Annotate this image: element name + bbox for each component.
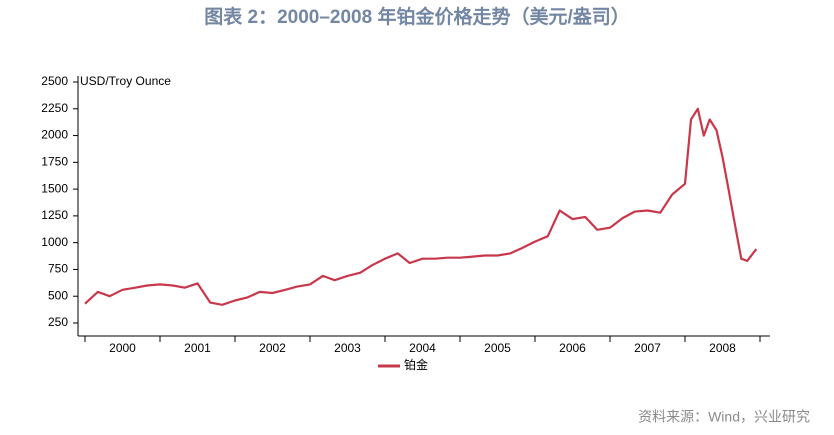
line-series: [84, 107, 758, 306]
y-tick-label: 750: [48, 262, 68, 276]
y-axis-label: USD/Troy Ounce: [80, 74, 171, 88]
x-tick-label: 2002: [259, 341, 286, 355]
x-tick-label: 2004: [409, 341, 436, 355]
chart-title: 图表 2：2000–2008 年铂金价格走势（美元/盎司）: [204, 5, 630, 28]
x-tick-label: 2006: [559, 341, 586, 355]
y-tick-label: 1500: [41, 181, 68, 195]
source: 资料来源：Wind，兴业研究: [638, 409, 810, 425]
x-tick-label: 2005: [484, 341, 511, 355]
x-tick-label: 2001: [184, 341, 211, 355]
y-tick-label: 2500: [41, 74, 68, 88]
y-tick-label: 1750: [41, 155, 68, 169]
x-tick-label: 2008: [709, 341, 736, 355]
x-tick-label: 2007: [634, 341, 661, 355]
y-tick-label: 2250: [41, 101, 68, 115]
y-tick-label: 250: [48, 315, 68, 329]
y-tick-label: 1000: [41, 235, 68, 249]
legend-label: 铂金: [404, 357, 428, 372]
y-tick-label: 1250: [41, 208, 68, 222]
x-tick-label: 2000: [109, 341, 136, 355]
x-tick-label: 2003: [334, 341, 361, 355]
y-tick-label: 500: [48, 288, 68, 302]
y-tick-label: 2000: [41, 128, 68, 142]
